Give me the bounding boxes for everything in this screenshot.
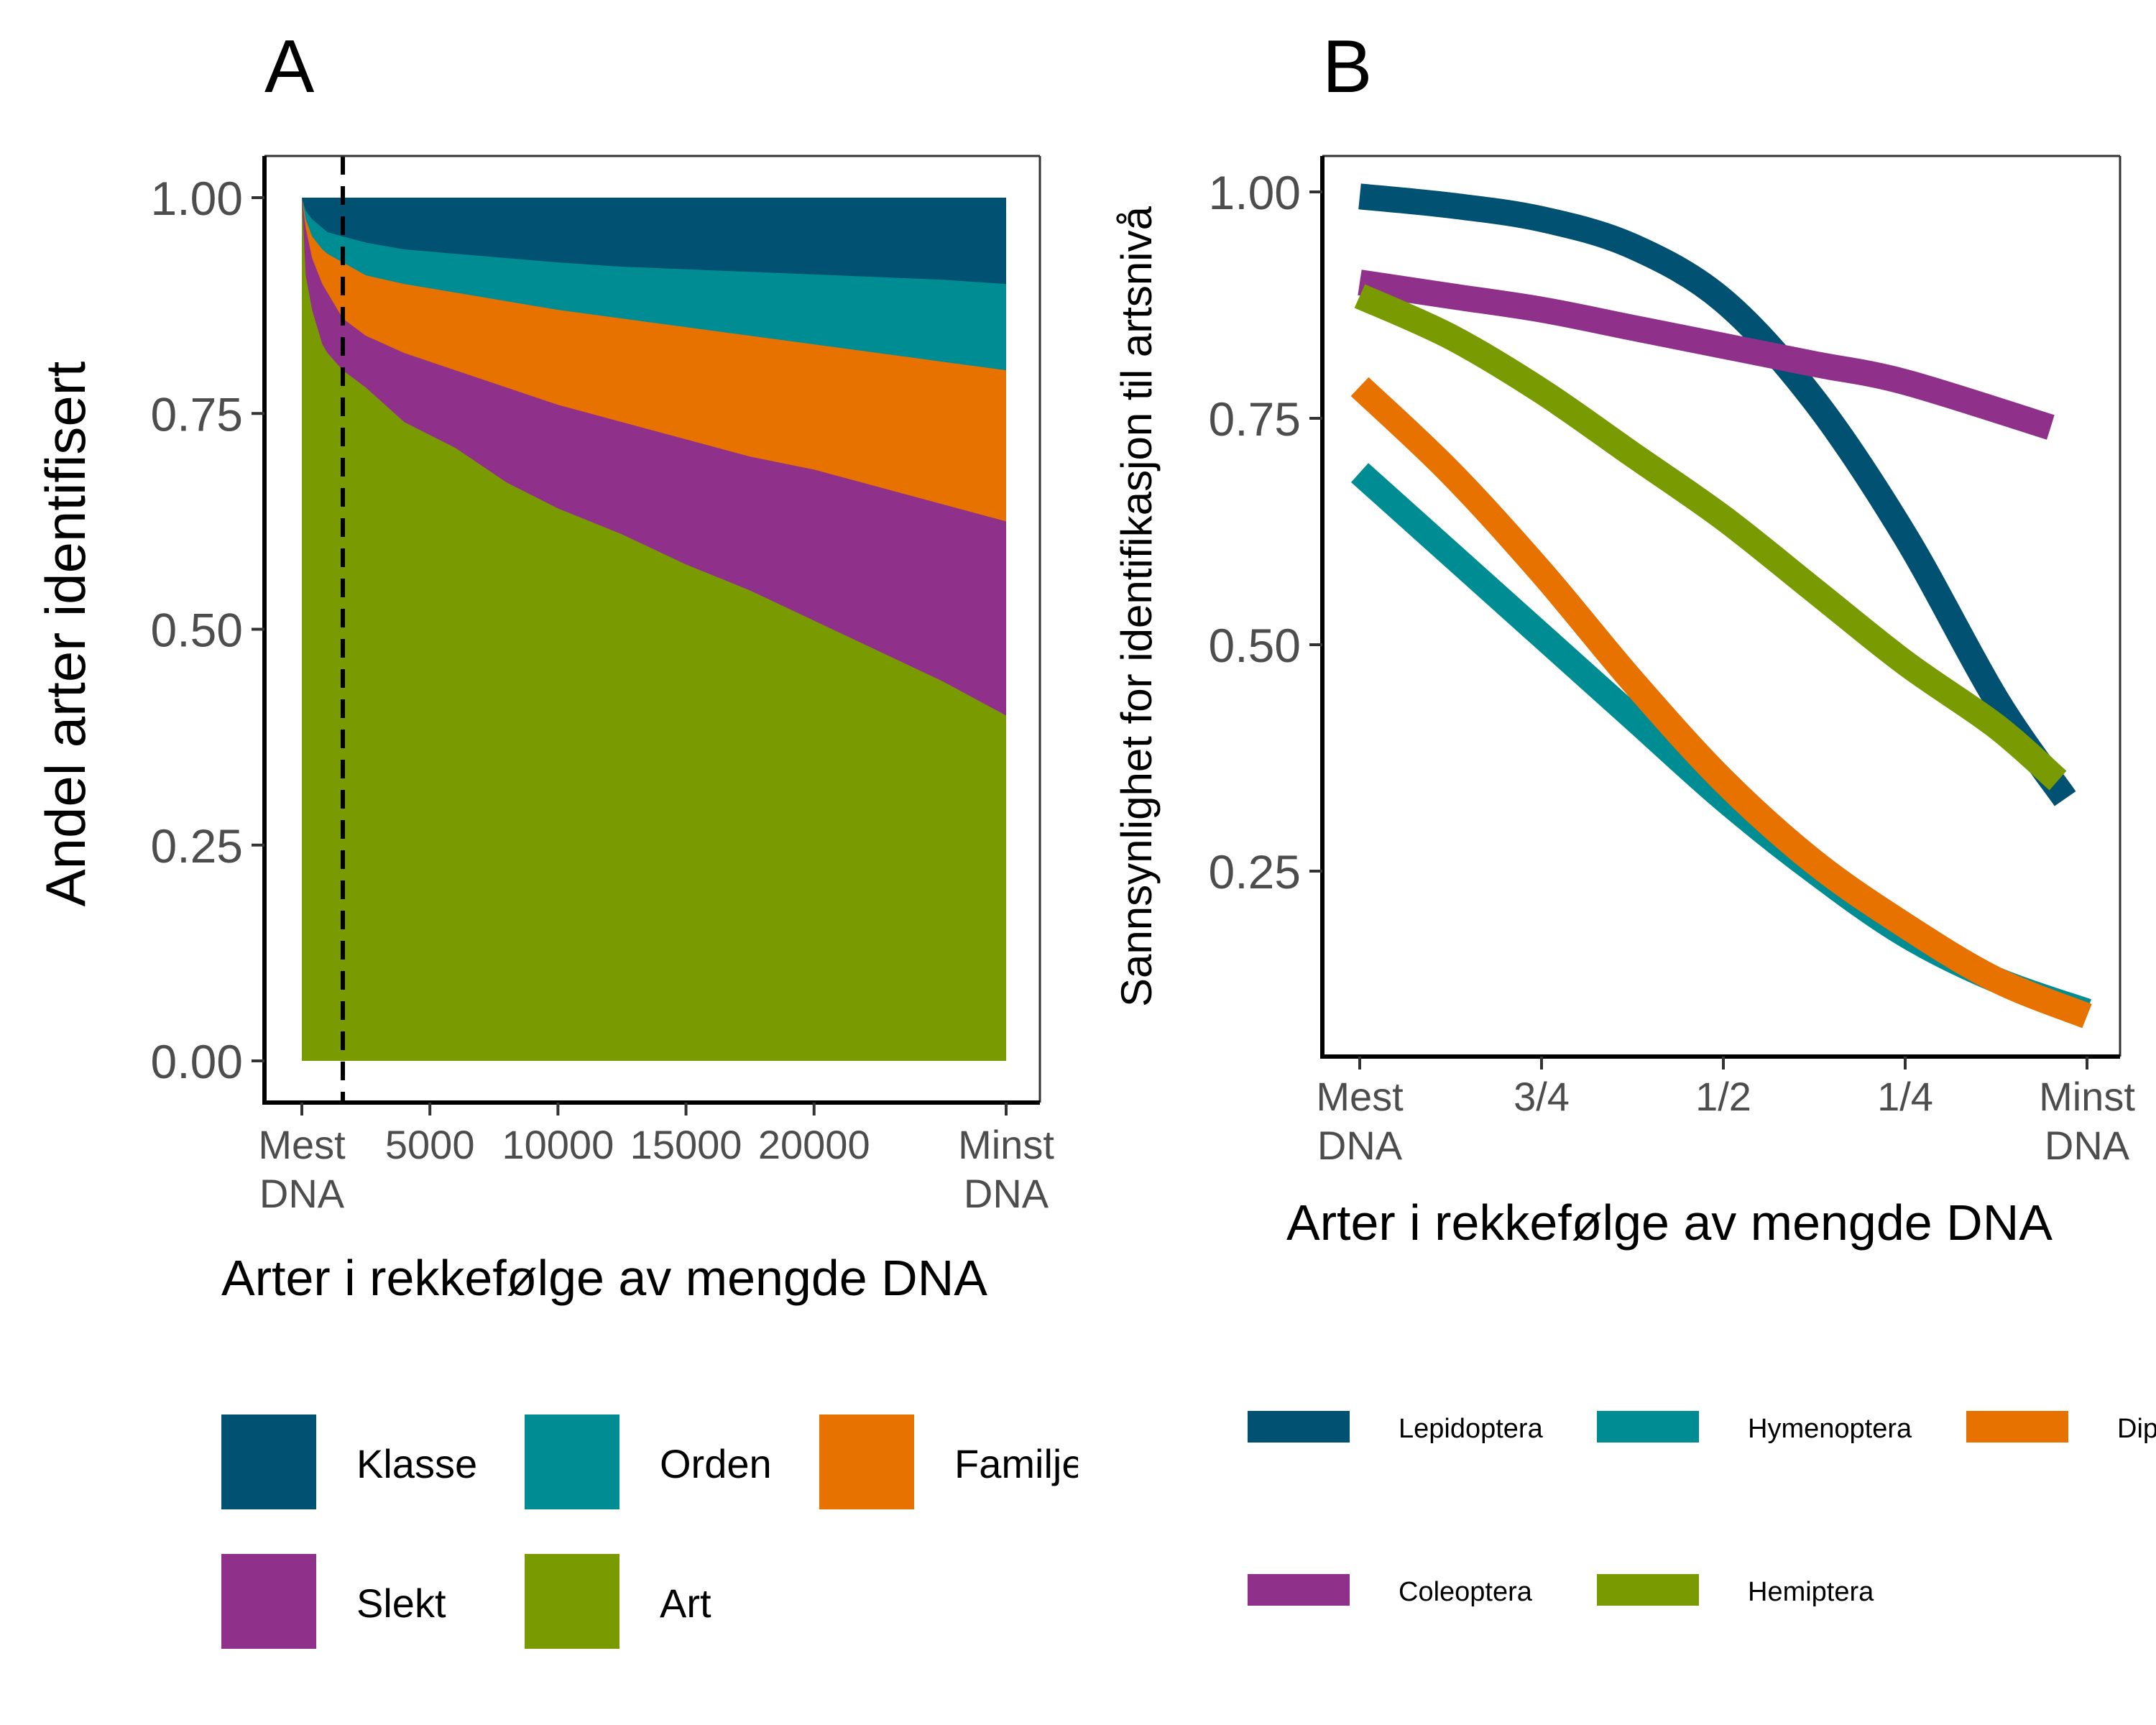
legend-label-dip: Dip <box>2117 1414 2156 1444</box>
panel-a-x-tick-label: 5000 <box>385 1122 475 1167</box>
line-hymenoptera <box>1350 463 2091 1024</box>
panel-a-y-ticks: 0.00 0.25 0.50 0.75 1.00 <box>151 172 264 1088</box>
panel-a-x-tick-label: Mest DNA <box>258 1122 346 1216</box>
panel-a-x-tick-label: 10000 <box>502 1122 614 1167</box>
panel-b: B Mest DNA 3/4 1/2 1/4 Minst DNA 0.25 0.50 0.75 1… <box>1112 25 2156 1607</box>
panel-a-legend-items: Klasse Orden Familje Slekt Art <box>221 1414 1084 1649</box>
panel-b-x-tick-label: Mest DNA <box>1316 1074 1404 1168</box>
line-hemiptera <box>1354 284 2067 791</box>
panel-a-areas <box>302 198 1006 1061</box>
legend-swatch-familje <box>819 1414 914 1509</box>
panel-b-y-axis-label: Sannsynlighet for identifikasjon til art… <box>1112 206 1161 1007</box>
line-lepidoptera <box>1358 183 2076 806</box>
panel-a: A Mest DNA 5000 10000 15000 20000 Minst DNA 0.0… <box>34 25 1084 1649</box>
panel-a-y-tick-label: 0.25 <box>151 819 243 873</box>
panel-b-x-ticks: Mest DNA 3/4 1/2 1/4 Minst DNA <box>1316 1057 2135 1168</box>
panel-b-x-tick-label: Minst DNA <box>2039 1074 2135 1168</box>
legend-label-orden: Orden <box>660 1441 772 1486</box>
panel-b-axes <box>1320 155 2122 1059</box>
panel-b-y-tick-label: 0.50 <box>1209 619 1301 672</box>
legend-label-lepidoptera: Lepidoptera <box>1399 1414 1544 1444</box>
panel-a-label: A <box>264 25 315 109</box>
panel-a-y-tick-label: 1.00 <box>151 172 243 225</box>
area-art <box>302 198 1006 1061</box>
panel-a-y-tick-label: 0.50 <box>151 604 243 657</box>
legend-label-coleoptera: Coleoptera <box>1399 1577 1533 1607</box>
legend-swatch-hemiptera <box>1597 1574 1699 1606</box>
line-diptera <box>1350 377 2092 1029</box>
panel-b-x-axis-label: Arter i rekkefølge av mengde DNA <box>1286 1195 2053 1251</box>
panel-b-lines <box>1350 183 2092 1029</box>
panel-a-x-axis-label: Arter i rekkefølge av mengde DNA <box>221 1250 987 1306</box>
legend-label-art: Art <box>660 1581 711 1626</box>
line-coleoptera <box>1358 270 2055 440</box>
legend-swatch-art <box>525 1554 619 1649</box>
panel-b-y-ticks: 0.25 0.50 0.75 1.00 <box>1209 166 1322 898</box>
legend-label-slekt: Slekt <box>356 1581 446 1626</box>
panel-b-legend-items: Lepidoptera Hymenoptera Dip Coleoptera Hemip… <box>1248 1411 2156 1607</box>
legend-swatch-klasse <box>221 1414 316 1509</box>
legend-swatch-slekt <box>221 1554 316 1649</box>
panel-b-x-tick-label: 1/4 <box>1877 1074 1933 1119</box>
legend-label-hymenoptera: Hymenoptera <box>1748 1414 1912 1444</box>
panel-b-y-tick-label: 0.25 <box>1209 845 1301 898</box>
panel-a-y-tick-label: 0.00 <box>151 1035 243 1088</box>
legend-label-klasse: Klasse <box>356 1441 477 1486</box>
panel-a-x-tick-label: 15000 <box>630 1122 742 1167</box>
panel-b-y-tick-label: 0.75 <box>1209 392 1301 446</box>
panel-a-x-tick-label: 20000 <box>758 1122 870 1167</box>
legend-swatch-orden <box>525 1414 619 1509</box>
panel-b-x-tick-label: 3/4 <box>1514 1074 1570 1119</box>
legend-swatch-dip <box>1966 1411 2068 1443</box>
panel-a-y-tick-label: 0.75 <box>151 387 243 441</box>
panel-a-legend: Klasse Orden Familje Slekt Art <box>221 1414 1084 1649</box>
panel-b-legend: Lepidoptera Hymenoptera Dip Coleoptera Hemip… <box>1248 1411 2156 1607</box>
legend-swatch-hymenoptera <box>1597 1411 1699 1443</box>
legend-label-hemiptera: Hemiptera <box>1748 1577 1874 1607</box>
panel-a-x-tick-label: Minst DNA <box>958 1122 1054 1216</box>
legend-swatch-coleoptera <box>1248 1574 1350 1606</box>
panel-b-y-tick-label: 1.00 <box>1209 166 1301 219</box>
legend-swatch-lepidoptera <box>1248 1411 1350 1443</box>
panel-b-label: B <box>1322 25 1372 109</box>
panel-a-x-ticks: Mest DNA 5000 10000 15000 20000 Minst DNA <box>258 1103 1054 1216</box>
panel-b-x-tick-label: 1/2 <box>1695 1074 1751 1119</box>
legend-label-familje: Familje <box>954 1441 1084 1486</box>
panel-a-y-axis-label: Andel arter identifisert <box>34 361 97 906</box>
